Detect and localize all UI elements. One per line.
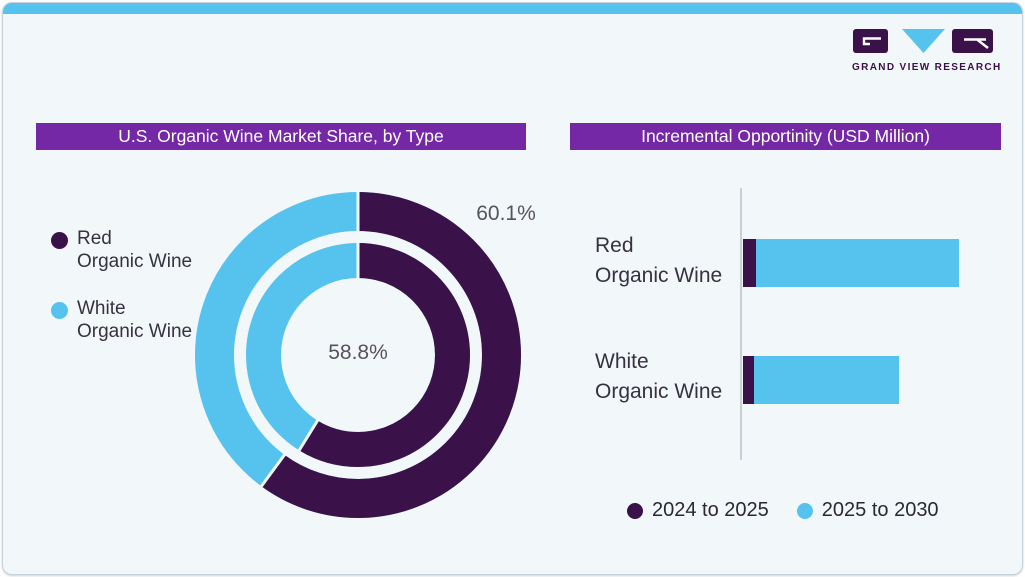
- logo-g-icon: [853, 29, 888, 53]
- bar-panel-title-text: Incremental Opportinity (USD Million): [641, 126, 930, 146]
- donut-outer-value-label: 60.1%: [476, 202, 536, 225]
- logo-v-icon: [902, 29, 945, 53]
- logo-r-icon: [952, 29, 993, 53]
- top-accent-strip: [3, 3, 1022, 14]
- bar-segment-2025-2030: [754, 356, 899, 404]
- legend-item-2025-2030: 2025 to 2030: [796, 499, 939, 522]
- legend-item-red-organic-wine: Red Organic Wine: [51, 227, 192, 273]
- donut-panel-title-text: U.S. Organic Wine Market Share, by Type: [118, 126, 444, 146]
- gvr-logo: GRAND VIEW RESEARCH: [852, 29, 1002, 73]
- bar-category-line: Red: [595, 234, 634, 257]
- bar-segment-2024-2025: [743, 239, 756, 287]
- bar-category-red-organic-wine: Red Organic Wine: [595, 231, 745, 291]
- legend-label: 2025 to 2030: [821, 499, 939, 521]
- gvr-logo-marks: [853, 29, 993, 53]
- bar-chart-axis: [740, 188, 742, 460]
- series-2025-2030-dot-icon: [796, 502, 813, 519]
- legend-label: 2024 to 2025: [652, 499, 769, 521]
- donut-inner-value-label: 58.8%: [328, 341, 388, 364]
- legend-label: Red Organic Wine: [77, 227, 192, 273]
- bar-segment-2024-2025: [743, 356, 754, 404]
- bar-category-line: Organic Wine: [595, 380, 723, 403]
- donut-panel-title: U.S. Organic Wine Market Share, by Type: [36, 123, 526, 150]
- series-2024-2025-dot-icon: [627, 502, 643, 519]
- bar-row-white-organic-wine: [743, 356, 899, 404]
- bar-segment-2025-2030: [756, 239, 959, 287]
- bar-row-red-organic-wine: [743, 239, 959, 287]
- bar-category-line: White: [595, 350, 649, 373]
- donut-chart: [195, 190, 521, 518]
- red-organic-wine-dot-icon: [51, 232, 68, 249]
- legend-label: White Organic Wine: [77, 297, 192, 343]
- white-organic-wine-dot-icon: [51, 302, 68, 319]
- legend-label-line: Red: [77, 228, 112, 249]
- bar-category-white-organic-wine: White Organic Wine: [595, 347, 745, 407]
- legend-label-line: Organic Wine: [77, 321, 193, 342]
- bar-panel-title: Incremental Opportinity (USD Million): [570, 123, 1001, 150]
- bar-chart-legend: 2024 to 2025 2025 to 2030: [627, 499, 939, 522]
- legend-item-2024-2025: 2024 to 2025: [627, 499, 769, 522]
- legend-item-white-organic-wine: White Organic Wine: [51, 297, 192, 343]
- legend-label-line: Organic Wine: [77, 251, 193, 272]
- legend-label-line: White: [77, 298, 126, 319]
- bar-category-line: Organic Wine: [595, 264, 723, 287]
- brand-caption: GRAND VIEW RESEARCH: [852, 62, 1002, 73]
